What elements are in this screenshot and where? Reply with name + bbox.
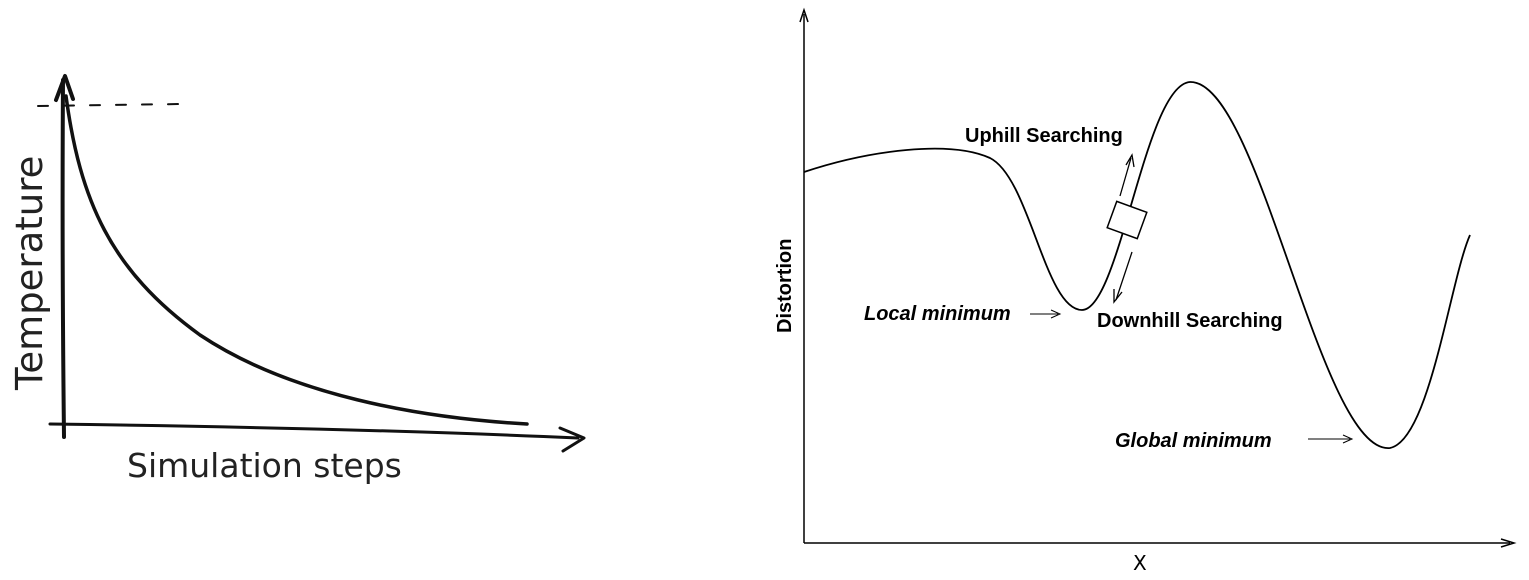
search-position-box	[1106, 200, 1148, 240]
global-minimum-pointer-head	[1342, 434, 1354, 444]
x-axis-label: X	[1133, 551, 1147, 575]
simulation-steps-axis-label: Simulation steps	[127, 446, 402, 485]
distortion-curve	[803, 81, 1471, 449]
steps-x-axis-arrowhead	[558, 426, 586, 453]
x-axis-arrowhead	[1500, 538, 1517, 548]
uphill-arrowhead	[1125, 153, 1135, 168]
local-minimum-label: Local minimum	[864, 303, 1011, 325]
temperature-decay-curve	[64, 94, 529, 426]
distortion-landscape-panel: Distortion X Uphill Searching Downhill S…	[774, 7, 1517, 575]
downhill-arrowhead	[1113, 289, 1123, 304]
distortion-y-axis-arrowhead	[799, 7, 809, 23]
uphill-searching-label: Uphill Searching	[965, 125, 1123, 147]
distortion-axis-label: Distortion	[774, 239, 796, 333]
global-minimum-label: Global minimum	[1115, 430, 1272, 452]
local-minimum-pointer-head	[1050, 309, 1062, 319]
uphill-arrow	[1119, 157, 1132, 197]
steps-x-axis	[48, 422, 580, 440]
initial-temperature-dashed-line	[37, 103, 183, 107]
temperature-axis-label: Temperature	[8, 156, 51, 391]
downhill-searching-label: Downhill Searching	[1097, 310, 1283, 332]
temperature-schedule-panel: Temperature Simulation steps	[8, 74, 586, 485]
temperature-y-axis-arrowhead	[54, 74, 75, 102]
downhill-arrow	[1115, 251, 1133, 301]
temperature-y-axis	[60, 78, 66, 439]
